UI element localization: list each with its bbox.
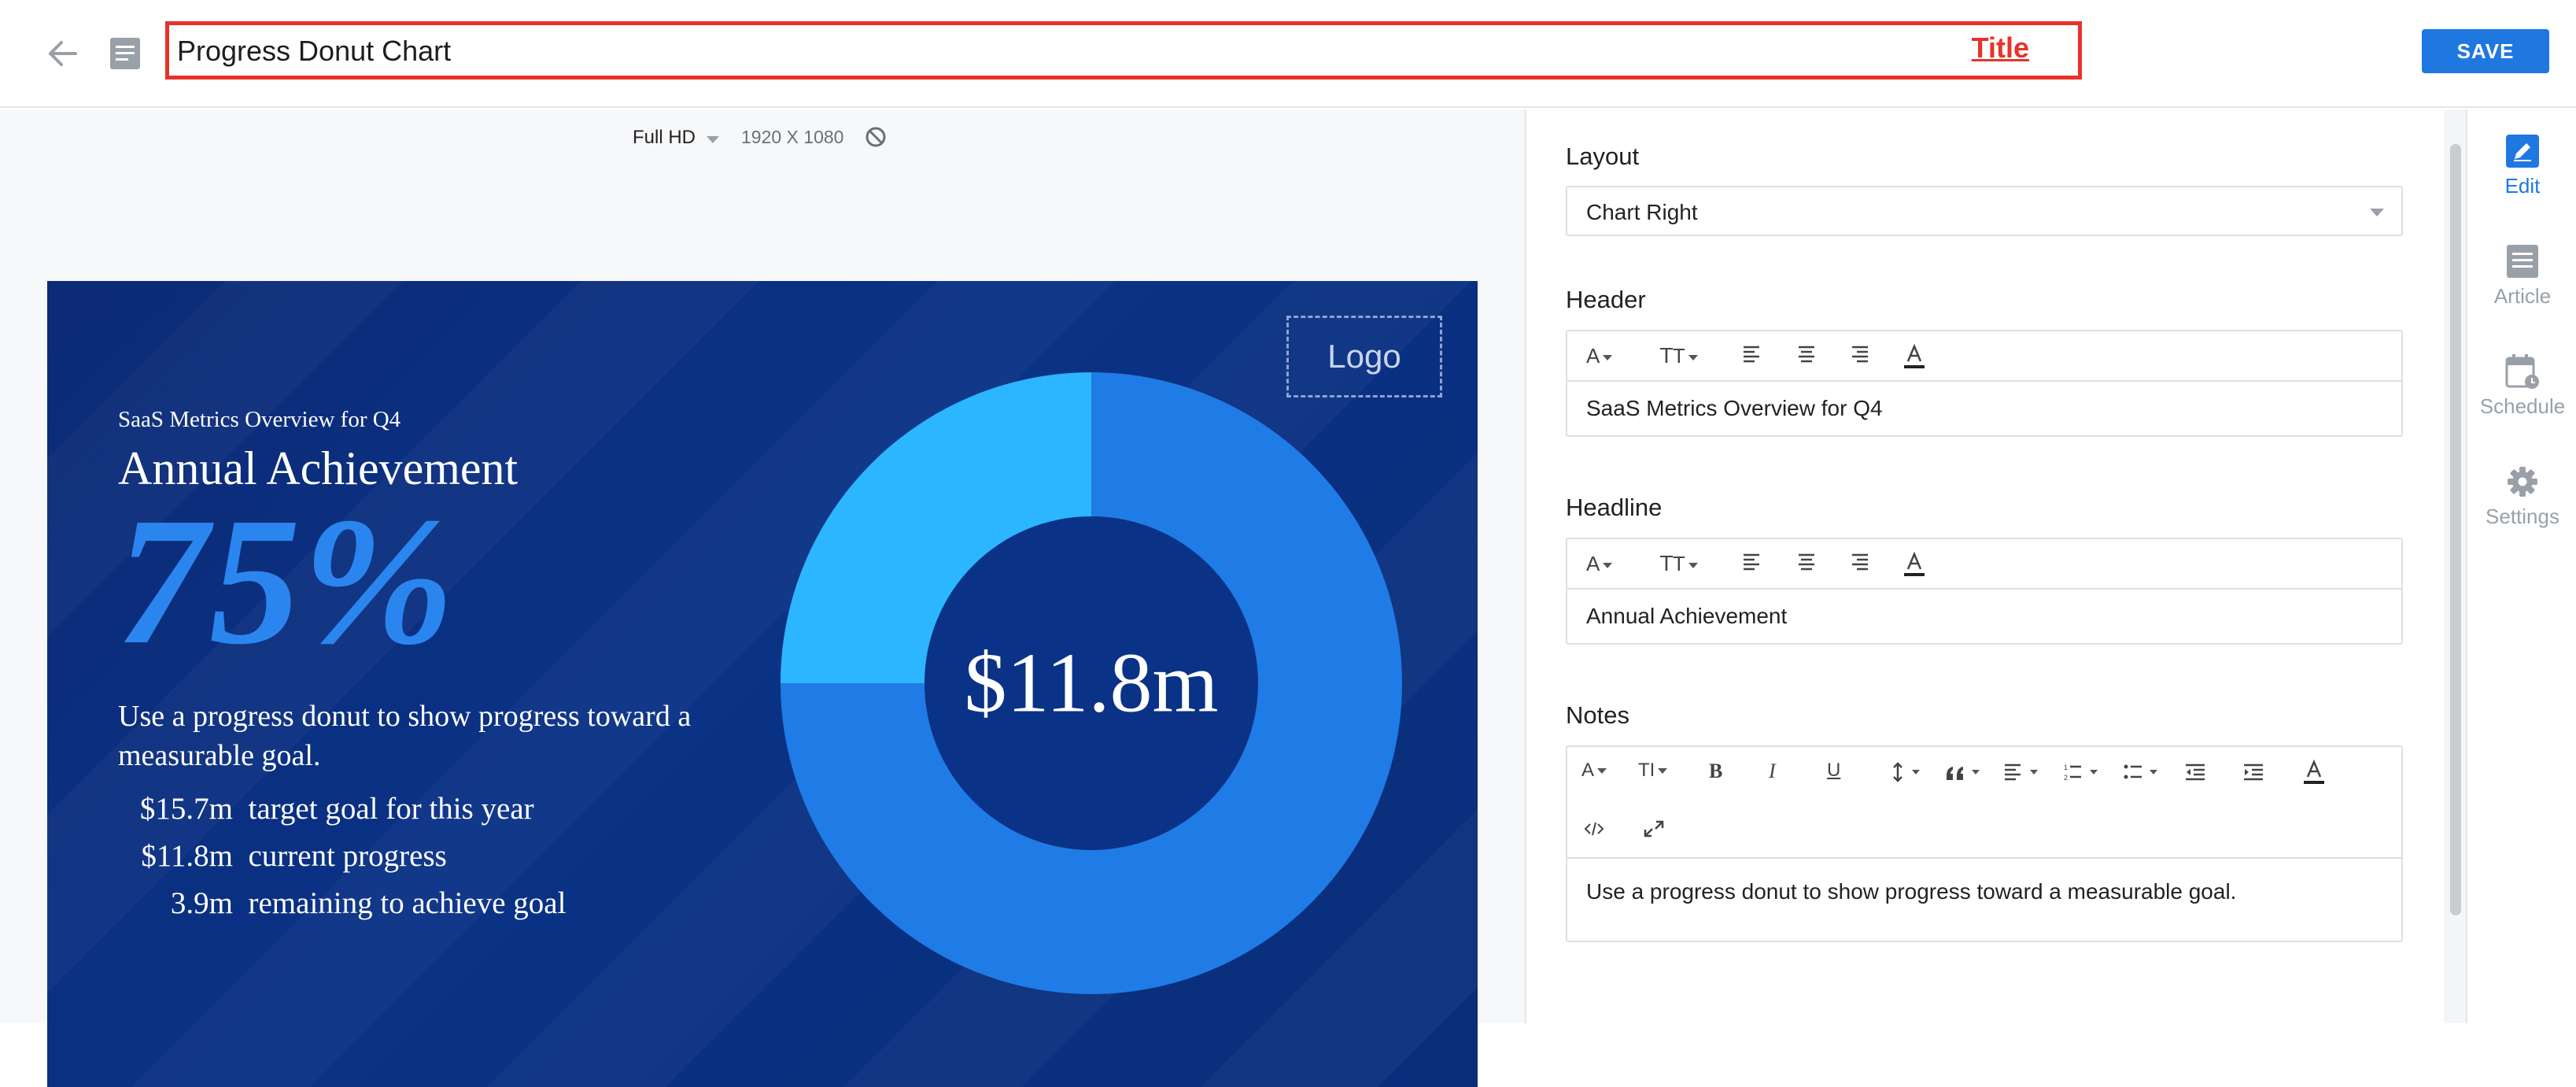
stat-label: current progress — [248, 839, 447, 873]
top-bar: Title SAVE — [0, 0, 2576, 108]
align-right-icon[interactable] — [1847, 552, 1869, 571]
nav-item-settings[interactable]: Settings — [2469, 464, 2576, 566]
align-center-icon[interactable] — [1795, 344, 1818, 363]
font-family-button[interactable]: A — [1581, 760, 1607, 785]
nav-label: Article — [2493, 284, 2552, 308]
header-label: Header — [1566, 286, 1646, 313]
fullscreen-icon[interactable] — [1643, 816, 1665, 841]
calendar-icon — [2505, 354, 2539, 389]
stat-label: target goal for this year — [248, 792, 534, 826]
header-text[interactable]: SaaS Metrics Overview for Q4 — [1586, 396, 1883, 420]
panel-scrollbar-thumb[interactable] — [2450, 144, 2461, 915]
align-right-icon[interactable] — [1847, 344, 1869, 363]
headline-label: Headline — [1566, 494, 1663, 521]
header-editor: A ꓔT SaaS Metrics Overview for Q4 — [1566, 330, 2403, 437]
headline-toolbar: A ꓔT — [1567, 539, 2401, 590]
stat-row: $11.8m current progress — [118, 838, 447, 874]
italic-button[interactable]: I — [1769, 760, 1776, 782]
stat-row: 3.9m remaining to achieve goal — [118, 885, 566, 921]
canvas-area: Full HD 1920 X 1080 Logo SaaS Metrics Ov… — [0, 109, 1526, 1087]
text-color-icon[interactable] — [1901, 552, 1928, 577]
title-tag: Title — [1971, 31, 2029, 64]
stat-amount: 3.9m — [170, 886, 233, 920]
gear-icon — [2508, 467, 2537, 497]
align-menu-icon[interactable] — [2003, 760, 2044, 785]
align-left-icon[interactable] — [1742, 344, 1764, 363]
headline-editor: A ꓔT Annual Achievement — [1566, 538, 2403, 645]
underline-button[interactable]: U — [1827, 760, 1841, 781]
stat-label: remaining to achieve goal — [248, 886, 566, 920]
layout-label: Layout — [1566, 142, 1640, 170]
pencil-icon — [2506, 135, 2539, 168]
title-field: Title — [165, 21, 2082, 79]
nav-item-edit[interactable]: Edit — [2469, 133, 2576, 235]
layout-select[interactable]: Chart Right — [1566, 186, 2403, 236]
document-icon — [110, 38, 140, 69]
nav-item-schedule[interactable]: Schedule — [2469, 353, 2576, 456]
font-size-button[interactable]: ꓔT — [1660, 552, 1698, 577]
quote-icon[interactable] — [1943, 760, 1984, 785]
title-input[interactable] — [177, 31, 1908, 71]
progress-donut-chart: $11.8m — [781, 372, 1402, 994]
save-button[interactable]: SAVE — [2422, 29, 2549, 73]
article-icon — [2507, 245, 2538, 278]
rotate-icon[interactable] — [864, 125, 888, 149]
notes-text[interactable]: Use a progress donut to show progress to… — [1586, 879, 2237, 904]
slide-notes: Use a progress donut to show progress to… — [118, 700, 692, 772]
properties-panel: Layout Chart Right Header A ꓔT SaaS Metr… — [1528, 109, 2445, 1023]
layout-select-value: Chart Right — [1586, 200, 1698, 224]
chevron-down-icon[interactable] — [2370, 209, 2384, 216]
notes-label: Notes — [1566, 701, 1629, 729]
slide-header: SaaS Metrics Overview for Q4 — [118, 407, 401, 432]
align-center-icon[interactable] — [1795, 552, 1818, 571]
stat-amount: $11.8m — [141, 839, 233, 873]
text-color-icon[interactable] — [2301, 760, 2327, 785]
ordered-list-icon[interactable]: 12 — [2063, 760, 2104, 785]
align-left-icon[interactable] — [1742, 552, 1764, 571]
resolution-select[interactable]: Full HD — [633, 127, 696, 148]
indent-icon[interactable] — [2242, 760, 2264, 785]
bold-button[interactable]: B — [1709, 760, 1723, 782]
header-toolbar: A ꓔT — [1567, 331, 2401, 382]
code-view-icon[interactable] — [1583, 816, 1605, 841]
line-height-icon[interactable] — [1891, 760, 1923, 785]
nav-label: Edit — [2504, 174, 2541, 198]
panel-scrollbar[interactable] — [2444, 109, 2467, 1023]
font-size-button[interactable]: TI — [1638, 760, 1668, 785]
slide-preview[interactable]: Logo SaaS Metrics Overview for Q4 Annual… — [47, 281, 1478, 1087]
resolution-size: 1920 X 1080 — [741, 127, 844, 147]
bullet-list-icon[interactable] — [2123, 760, 2164, 785]
logo-placeholder[interactable]: Logo — [1286, 316, 1442, 397]
font-family-button[interactable]: A — [1586, 344, 1613, 369]
stat-amount: $15.7m — [139, 792, 233, 826]
side-nav: Edit Article Schedule — [2469, 109, 2576, 1023]
donut-hole — [924, 516, 1258, 850]
outdent-icon[interactable] — [2184, 760, 2206, 785]
nav-item-article[interactable]: Article — [2469, 243, 2576, 346]
slide-headline: Annual Achievement — [118, 442, 519, 494]
nav-label: Schedule — [2479, 394, 2566, 418]
svg-text:1: 1 — [2064, 763, 2068, 771]
svg-text:2: 2 — [2064, 774, 2068, 782]
font-family-button[interactable]: A — [1586, 552, 1613, 577]
font-size-button[interactable]: ꓔT — [1660, 344, 1698, 369]
chevron-down-icon[interactable] — [707, 136, 719, 143]
back-arrow-icon[interactable] — [44, 35, 82, 72]
headline-text[interactable]: Annual Achievement — [1586, 604, 1788, 628]
slide-percent: 75% — [116, 480, 456, 682]
nav-label: Settings — [2486, 505, 2559, 528]
donut-center-label: $11.8m — [965, 637, 1219, 730]
stat-row: $15.7m target goal for this year — [118, 791, 534, 826]
text-color-icon[interactable] — [1901, 344, 1928, 369]
